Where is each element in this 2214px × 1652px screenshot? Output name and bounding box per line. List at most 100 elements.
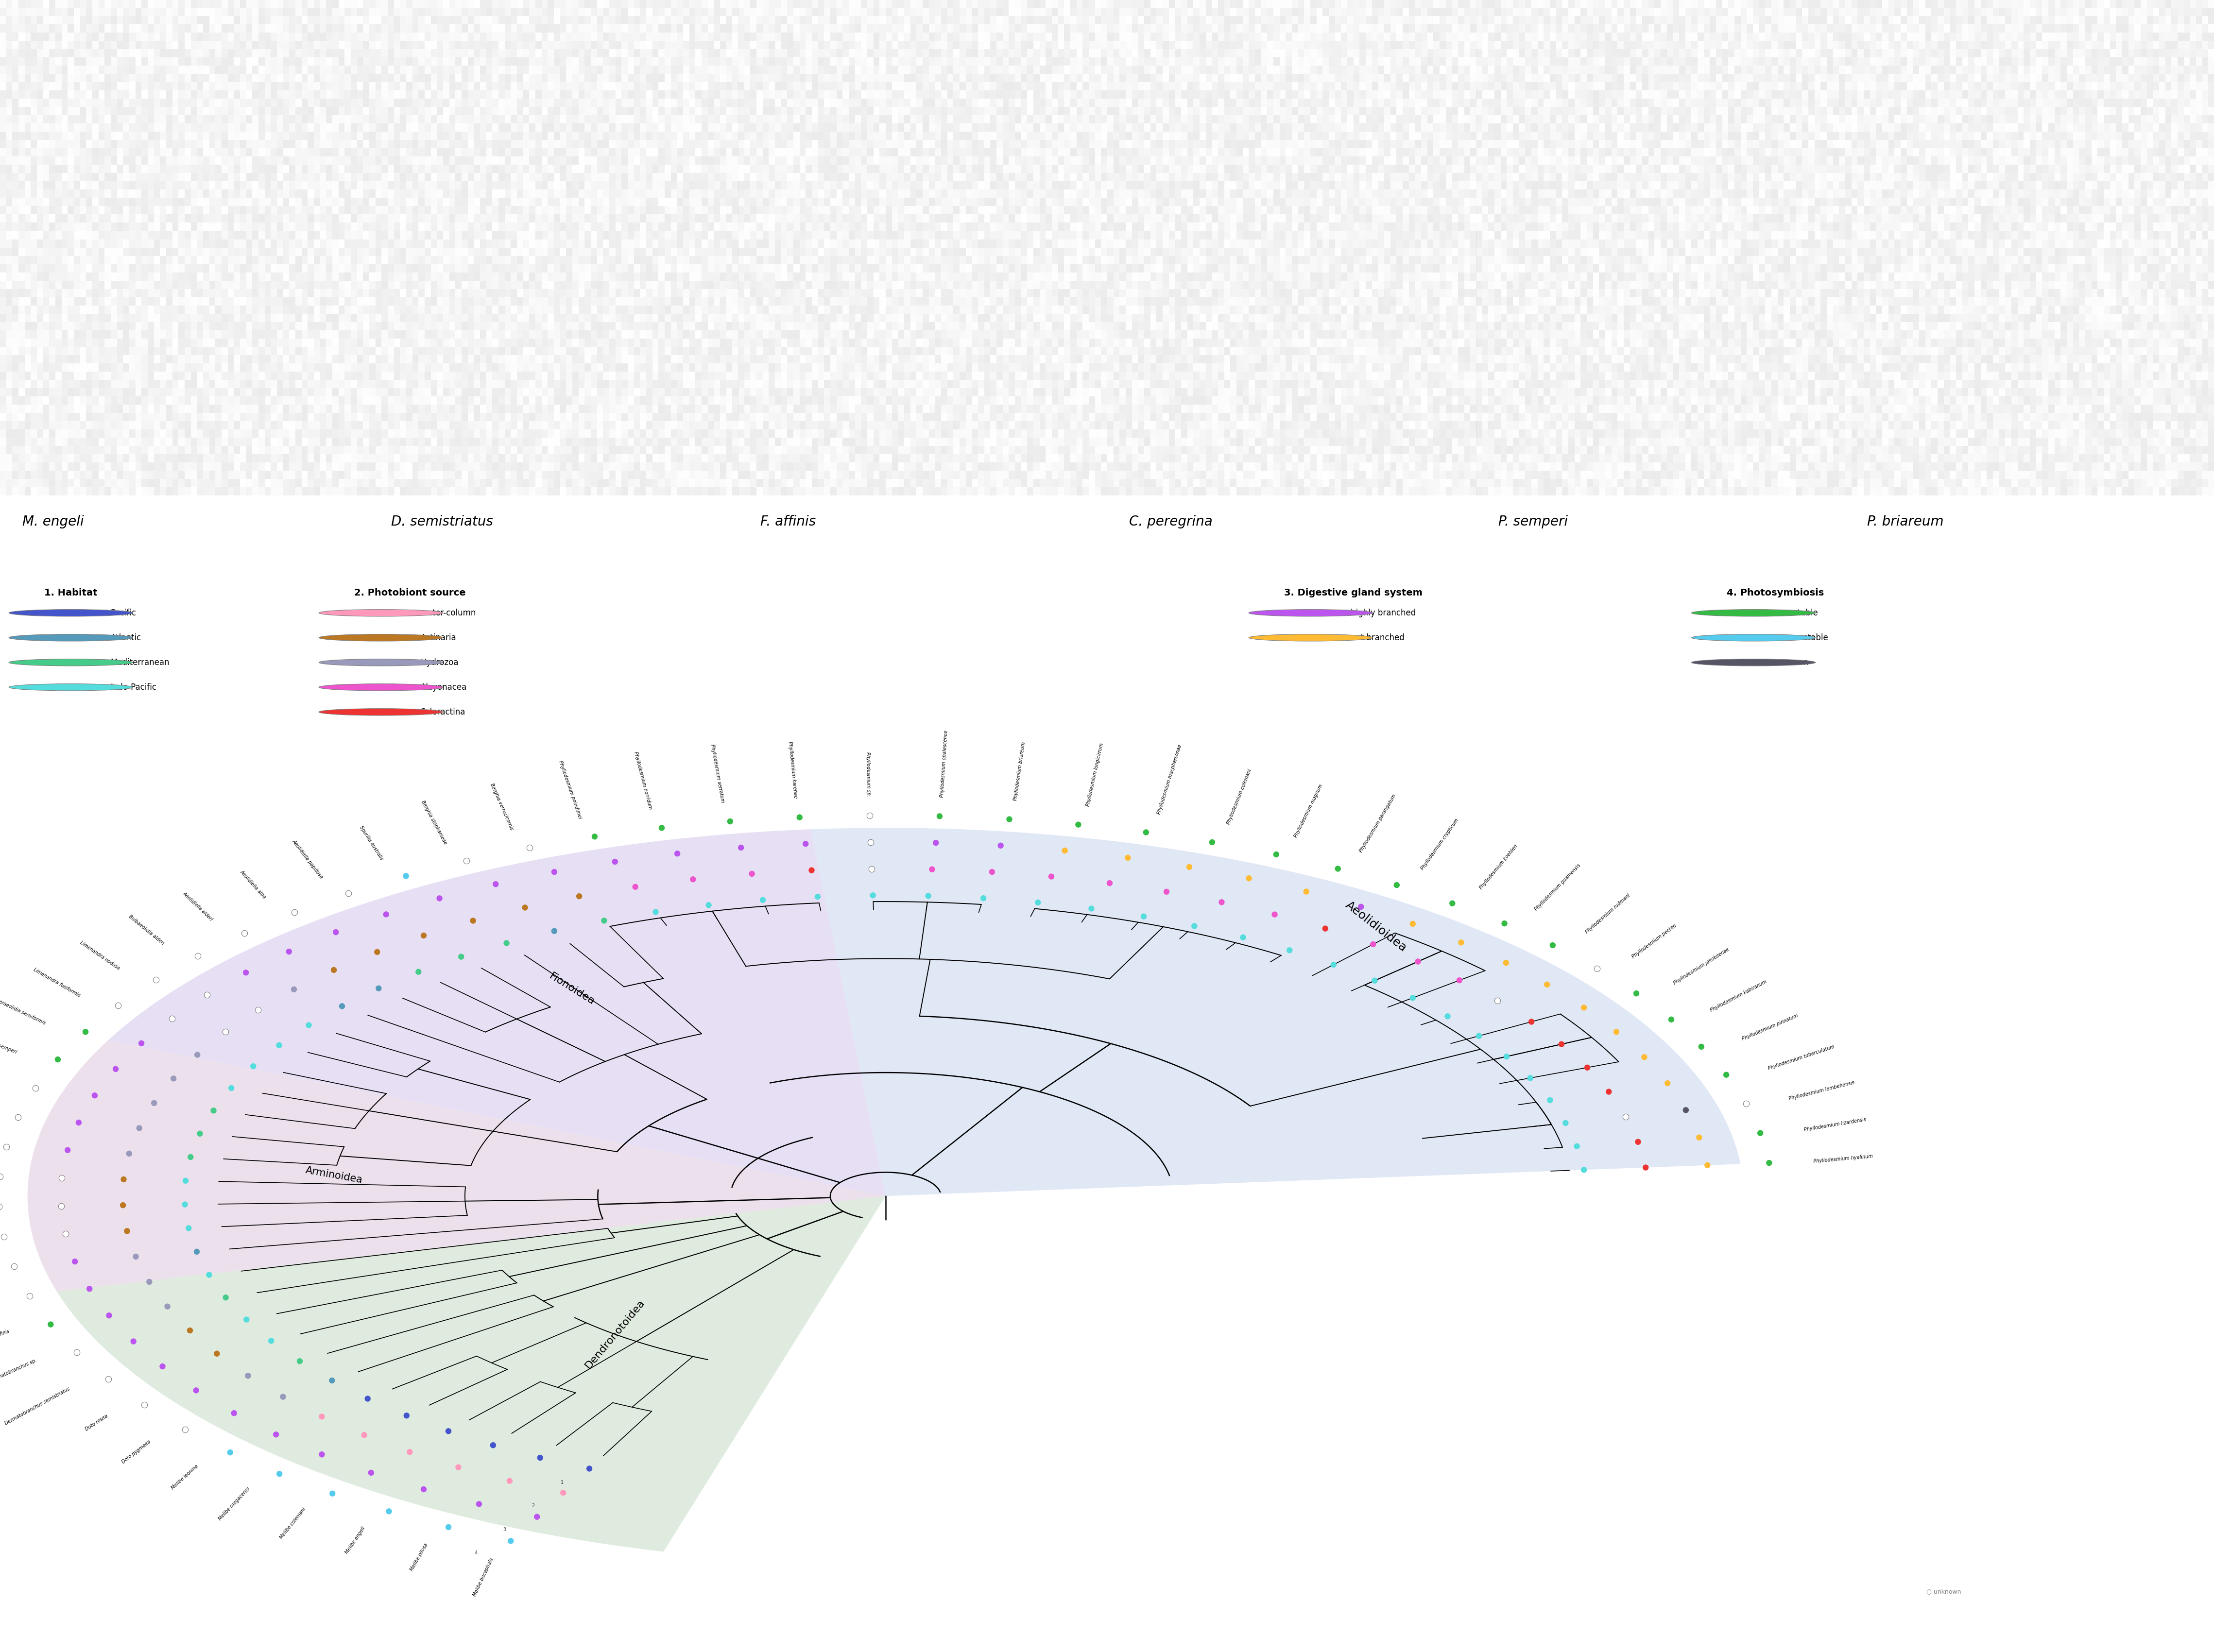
Point [345, 1422, 381, 1449]
Point [1532, 1087, 1568, 1113]
Text: Phyllodesmium briareum: Phyllodesmium briareum [1014, 742, 1027, 801]
Point [992, 806, 1027, 833]
Point [1308, 915, 1344, 942]
Text: Hydrozoa: Hydrozoa [421, 657, 458, 667]
Point [1621, 1128, 1656, 1155]
Point [239, 996, 275, 1023]
Point [1729, 1090, 1765, 1117]
Point [1654, 1006, 1689, 1032]
Point [170, 1214, 206, 1241]
Text: stable: stable [1793, 608, 1818, 618]
Point [179, 1041, 215, 1067]
Point [44, 1165, 80, 1191]
Point [199, 1340, 235, 1366]
Text: Phyllodesmium pecten: Phyllodesmium pecten [1632, 923, 1676, 960]
Point [965, 885, 1001, 912]
Point [387, 862, 423, 889]
Point [1021, 889, 1056, 915]
Circle shape [9, 610, 133, 616]
Text: Dermatobranchus semistriatus: Dermatobranchus semistriatus [4, 1386, 71, 1426]
Point [155, 1066, 190, 1092]
Point [137, 1090, 173, 1117]
Point [1512, 1066, 1548, 1092]
Point [1488, 910, 1523, 937]
Point [423, 885, 458, 912]
Point [598, 849, 633, 876]
Point [405, 1475, 441, 1502]
Point [44, 1193, 80, 1219]
Point [536, 919, 571, 945]
Point [49, 1221, 84, 1247]
Point [456, 907, 492, 933]
Point [1514, 1009, 1550, 1036]
Point [660, 841, 695, 867]
Point [368, 900, 403, 927]
Point [520, 1503, 556, 1530]
Point [1548, 1110, 1583, 1137]
Text: Phyllodesmium kabiranum: Phyllodesmium kabiranum [1709, 980, 1767, 1013]
Text: Phyllodesmium lembehensis: Phyllodesmium lembehensis [1789, 1080, 1855, 1102]
Text: M. engeli: M. engeli [22, 515, 84, 529]
Text: Phyllodesmium opalescence: Phyllodesmium opalescence [941, 730, 950, 798]
Point [852, 829, 888, 856]
Point [303, 1441, 339, 1467]
Point [1061, 811, 1096, 838]
Text: 2. Photobiont source: 2. Photobiont source [354, 588, 465, 598]
Point [319, 919, 354, 945]
Wedge shape [58, 1196, 886, 1551]
Point [855, 882, 890, 909]
Text: Aeolidioidea: Aeolidioidea [1344, 899, 1408, 953]
Point [1479, 988, 1514, 1014]
Text: 4: 4 [474, 1551, 478, 1556]
Point [1129, 819, 1165, 846]
Point [1534, 932, 1570, 958]
Point [235, 1052, 270, 1079]
Point [208, 1284, 244, 1310]
Text: Pteraeolidia semperi: Pteraeolidia semperi [0, 1032, 18, 1056]
Circle shape [319, 684, 443, 691]
Point [18, 1075, 53, 1102]
Point [1742, 1120, 1778, 1146]
Wedge shape [27, 1041, 886, 1292]
Point [272, 938, 308, 965]
Point [213, 1439, 248, 1465]
Point [1127, 904, 1162, 930]
Text: Phyllodesmium hyalinum: Phyllodesmium hyalinum [1813, 1153, 1873, 1163]
Text: Spurilla australis: Spurilla australis [359, 826, 383, 861]
Text: P. semperi: P. semperi [1499, 515, 1568, 529]
Point [228, 1307, 263, 1333]
Point [1315, 952, 1351, 978]
Point [1543, 1031, 1579, 1057]
Point [441, 1454, 476, 1480]
Point [1689, 1151, 1725, 1178]
Point [1618, 980, 1654, 1006]
Point [476, 1432, 511, 1459]
Point [179, 943, 215, 970]
Text: Limenandra nodosa: Limenandra nodosa [80, 940, 122, 971]
Point [1579, 955, 1614, 981]
Text: non: non [1793, 657, 1809, 667]
Point [359, 938, 394, 965]
Point [392, 1439, 427, 1465]
Point [799, 884, 835, 910]
Point [1204, 889, 1240, 915]
Point [354, 1459, 390, 1485]
Point [261, 1032, 297, 1059]
Point [303, 1404, 339, 1431]
Text: Phyllodesmium parangatum: Phyllodesmium parangatum [1359, 793, 1397, 854]
Point [173, 1317, 208, 1343]
Point [1109, 844, 1145, 871]
Circle shape [9, 634, 133, 641]
Point [230, 1363, 266, 1389]
Point [168, 1416, 204, 1442]
Text: 2: 2 [531, 1503, 536, 1508]
Point [252, 1328, 288, 1355]
Point [266, 1384, 301, 1411]
Point [1224, 923, 1260, 950]
Text: Actinaria: Actinaria [421, 633, 456, 643]
Circle shape [319, 659, 443, 666]
Circle shape [319, 709, 443, 715]
Point [0, 1104, 35, 1130]
Point [1461, 1023, 1497, 1049]
Point [795, 857, 830, 884]
